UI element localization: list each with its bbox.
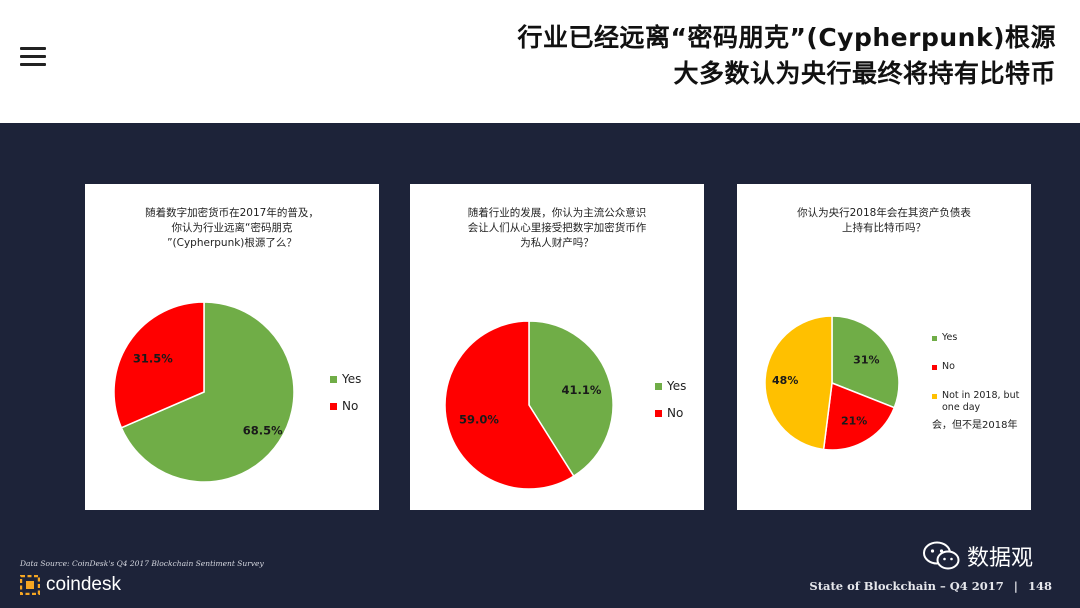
chart-3-question: 你认为央行2018年会在其资产负债表 上持有比特币吗？ — [755, 206, 1013, 236]
chart-2-question-line: 为私人财产吗？ — [520, 237, 594, 249]
legend-swatch-yellow — [932, 394, 937, 399]
pie-slice-yes — [120, 301, 295, 483]
pie-value-label: 21% — [841, 414, 867, 427]
legend-label: No — [342, 399, 359, 413]
slide-title: 行业已经远离“密码朋克”(Cypherpunk)根源 大多数认为央行最终将持有比… — [518, 20, 1056, 92]
legend-swatch-green — [932, 336, 937, 341]
pie-value-label: 31% — [853, 354, 879, 367]
legend-item-no: No — [330, 399, 361, 413]
coindesk-wordmark: coindesk — [46, 574, 121, 595]
legend-item-yes: Yes — [655, 379, 686, 393]
pie-slice-no — [113, 301, 205, 429]
legend-swatch-green — [330, 376, 337, 383]
pie-value-label: 48% — [772, 374, 798, 387]
wechat-account-name: 数据观 — [967, 546, 1034, 571]
slide-title-line-1: 行业已经远离“密码朋克”(Cypherpunk)根源 — [517, 23, 1056, 52]
legend-label: No — [667, 406, 684, 420]
legend-swatch-green — [655, 383, 662, 390]
chart-1-legend: Yes No — [330, 372, 361, 413]
legend-label: Yes — [342, 372, 362, 386]
data-source-note: Data Source: CoinDesk's Q4 2017 Blockcha… — [20, 559, 264, 568]
pie-value-label: 59.0% — [459, 412, 499, 426]
chart-3-question-line: 上持有比特币吗？ — [842, 222, 926, 234]
legend-item-not-in-2018: Not in 2018, but one day — [932, 390, 1027, 414]
chart-1-question-line: 你认为行业远离“密码朋克 — [171, 222, 293, 234]
chart-1-pie: 68.5% 31.5% — [113, 301, 295, 483]
wechat-icon — [923, 541, 960, 570]
footer-report-info: State of Blockchain – Q4 2017 | 148 — [809, 579, 1052, 593]
legend-label: Yes — [942, 332, 958, 343]
chart-2-question-line: 会让人们从心里接受把数字加密货币作 — [467, 222, 647, 234]
coindesk-logo: coindesk — [20, 574, 121, 596]
legend-swatch-red — [655, 410, 662, 417]
legend-swatch-red — [330, 403, 337, 410]
pie-slice-no — [444, 320, 575, 490]
hamburger-menu-icon[interactable] — [20, 47, 46, 67]
legend-item-no: No — [932, 361, 1027, 372]
pie-value-label: 41.1% — [562, 383, 602, 397]
chart-3-legend: Yes No Not in 2018, but one day 会，但不是201… — [932, 332, 1027, 431]
legend-label: Not in 2018, but one day — [942, 390, 1020, 413]
chart-2-question: 随着行业的发展，你认为主流公众意识 会让人们从心里接受把数字加密货币作 为私人财… — [428, 206, 686, 251]
legend-label: Yes — [667, 379, 687, 393]
chart-card-3: 你认为央行2018年会在其资产负债表 上持有比特币吗？ 31% 21% 48% Ye… — [737, 184, 1031, 510]
chart-1-question-line: 随着数字加密货币在2017年的普及， — [145, 207, 319, 219]
coindesk-mark-icon — [20, 575, 40, 595]
page-number: 148 — [1027, 579, 1052, 593]
chart-card-1: 随着数字加密货币在2017年的普及， 你认为行业远离“密码朋克 ”(Cypher… — [85, 184, 379, 510]
chart-2-legend: Yes No — [655, 379, 686, 420]
chart-3-pie: 31% 21% 48% — [764, 315, 900, 451]
legend-label-chinese: 会，但不是2018年 — [932, 420, 1018, 431]
chart-2-question-line: 随着行业的发展，你认为主流公众意识 — [467, 207, 647, 219]
chart-1-question: 随着数字加密货币在2017年的普及， 你认为行业远离“密码朋克 ”(Cypher… — [103, 206, 361, 251]
header-bar: 行业已经远离“密码朋克”(Cypherpunk)根源 大多数认为央行最终将持有比… — [0, 0, 1080, 123]
pie-value-label: 31.5% — [133, 351, 173, 365]
chart-3-question-line: 你认为央行2018年会在其资产负债表 — [797, 207, 971, 219]
legend-swatch-red — [932, 365, 937, 370]
pie-slice-yes — [831, 315, 900, 409]
pie-value-label: 68.5% — [243, 424, 283, 438]
legend-item-yes: Yes — [330, 372, 361, 386]
pie-slice-no — [822, 381, 896, 451]
legend-label: No — [942, 361, 955, 372]
chart-2-pie: 41.1% 59.0% — [444, 320, 614, 490]
slide-title-line-2: 大多数认为央行最终将持有比特币 — [673, 59, 1056, 88]
chart-1-question-line: ”(Cypherpunk)根源了么？ — [167, 237, 297, 249]
legend-item-yes: Yes — [932, 332, 1027, 343]
legend-item-no: No — [655, 406, 686, 420]
wechat-account-badge: 数据观 — [922, 540, 1033, 572]
chart-card-2: 随着行业的发展，你认为主流公众意识 会让人们从心里接受把数字加密货币作 为私人财… — [410, 184, 704, 510]
report-name: State of Blockchain – Q4 2017 — [809, 579, 1004, 593]
footer-separator: | — [1013, 579, 1018, 593]
pie-slice-not-in-2018-but-one-day — [764, 315, 833, 451]
